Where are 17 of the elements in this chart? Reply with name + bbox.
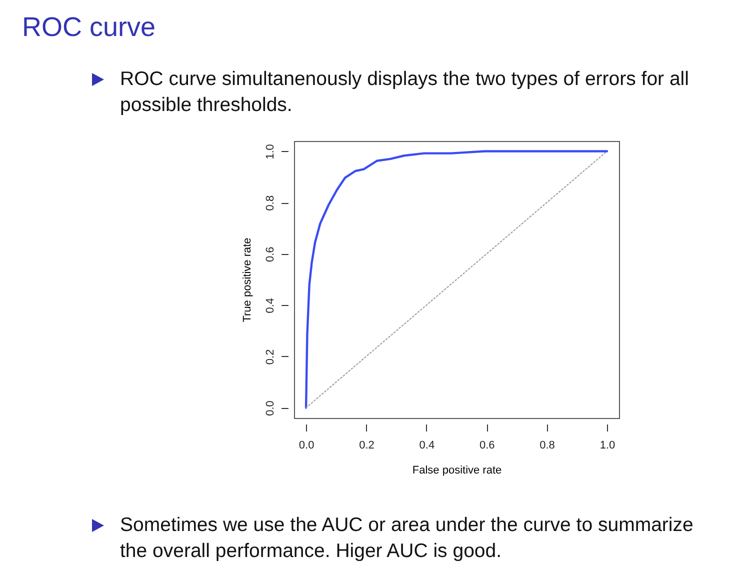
x-tick-label: 0.0 (298, 440, 314, 452)
y-tick-label: 0.8 (264, 195, 276, 211)
text: Sometimes we use the AUC or area under the curve to summarize the overall performance. Higer AUC is good. (120, 513, 694, 564)
y-tick-label: 0.6 (264, 246, 276, 262)
y-axis-title: True positive rate (242, 238, 254, 322)
x-tick-label: 0.8 (540, 440, 555, 452)
x-tick-label: 0.2 (359, 440, 374, 452)
x-tick-label: 1.0 (600, 440, 616, 452)
x-axis-title: False positive rate (412, 464, 502, 476)
y-tick-label: 0.0 (264, 400, 276, 416)
y-tick-label: 0.2 (264, 349, 276, 365)
y-tick-label: 0.4 (264, 298, 276, 314)
x-tick-label: 0.4 (419, 440, 435, 452)
y-tick-label: 1.0 (264, 144, 276, 160)
text: ROC curve simultanenously displays the two types of errors for all possible thresholds. (120, 67, 690, 118)
x-tick-label: 0.6 (479, 440, 495, 452)
chart-title: ROC curve (22, 12, 156, 43)
